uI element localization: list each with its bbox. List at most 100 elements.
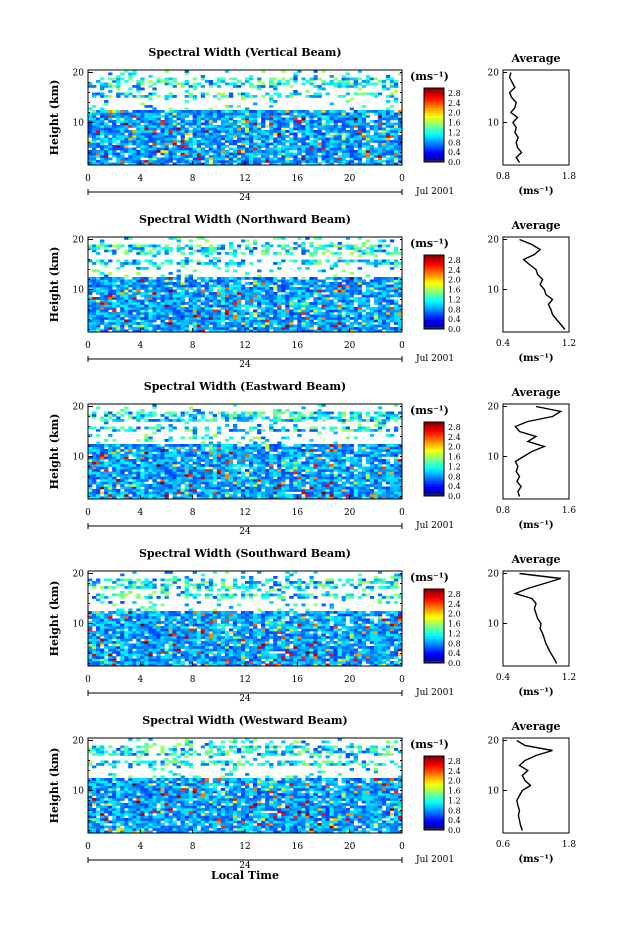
heatmap-cell xyxy=(156,469,161,472)
heatmap-cell xyxy=(92,481,97,485)
heatmap-cell xyxy=(216,252,222,255)
heatmap-cell xyxy=(245,312,250,315)
heatmap-cell xyxy=(92,307,97,310)
heatmap-cell xyxy=(164,277,169,280)
heatmap-cell xyxy=(184,112,189,116)
heatmap-cell xyxy=(345,279,350,283)
heatmap-cell xyxy=(144,267,149,270)
heatmap-cell xyxy=(385,132,391,136)
heatmap-cell xyxy=(373,132,379,136)
heatmap-cell xyxy=(277,120,282,123)
heatmap-cell xyxy=(389,496,395,500)
heatmap-cell xyxy=(136,137,141,141)
heatmap-cell xyxy=(204,284,210,288)
heatmap-cell xyxy=(249,496,254,500)
heatmap-cell xyxy=(232,115,238,118)
colorbar-segment xyxy=(424,97,444,101)
heatmap-cell xyxy=(269,97,274,101)
heatmap-cell xyxy=(289,155,294,158)
heatmap-cell xyxy=(381,282,387,285)
heatmap-cell xyxy=(100,471,105,475)
heatmap-cell xyxy=(96,80,101,83)
heatmap-cell xyxy=(245,132,250,136)
heatmap-cell xyxy=(132,466,137,470)
heatmap-cell xyxy=(245,127,250,131)
heatmap-cell xyxy=(321,244,326,248)
heatmap-cell xyxy=(152,304,157,308)
heatmap-cell xyxy=(148,122,153,126)
heatmap-cell xyxy=(200,329,206,333)
heatmap-cell xyxy=(224,160,230,163)
heatmap-cell xyxy=(116,304,121,308)
heatmap-cell xyxy=(168,147,173,151)
heatmap-cell xyxy=(124,481,129,485)
heatmap-cell xyxy=(180,82,185,86)
heatmap-cell xyxy=(96,299,101,303)
heatmap-cell xyxy=(152,87,157,91)
heatmap-cell xyxy=(357,287,363,290)
heatmap-cell xyxy=(361,120,367,123)
heatmap-cell xyxy=(273,110,278,113)
heatmap-cell xyxy=(140,102,145,106)
heatmap-cell xyxy=(88,489,93,492)
heatmap-cell xyxy=(144,135,149,138)
heatmap-cell xyxy=(285,297,290,300)
heatmap-cell xyxy=(393,252,399,255)
heatmap-cell xyxy=(249,299,254,303)
heatmap-cell xyxy=(132,244,137,248)
heatmap-cell xyxy=(301,484,306,487)
heatmap-cell xyxy=(104,249,109,253)
heatmap-cell xyxy=(200,324,206,328)
heatmap-cell xyxy=(220,95,226,98)
colorbar-segment xyxy=(424,274,444,278)
heatmap-cell xyxy=(249,474,254,477)
heatmap-cell xyxy=(333,127,338,131)
heatmap-cell xyxy=(305,147,310,151)
heatmap-cell xyxy=(249,277,254,280)
heatmap-cell xyxy=(96,277,101,280)
heatmap-cell xyxy=(108,110,113,113)
heatmap-cell xyxy=(216,117,222,121)
heatmap-cell xyxy=(397,466,403,470)
heatmap-cell xyxy=(349,125,354,128)
heatmap-cell xyxy=(261,471,266,475)
heatmap-cell xyxy=(289,277,294,280)
heatmap-cell xyxy=(156,252,161,255)
heatmap-cell xyxy=(301,469,306,472)
heatmap-cell xyxy=(136,267,141,270)
heatmap-cell xyxy=(361,317,367,320)
heatmap-cell xyxy=(361,491,367,495)
heatmap-cell xyxy=(261,150,266,153)
heatmap-cell xyxy=(261,327,266,330)
heatmap-cell xyxy=(92,122,97,126)
heatmap-cell xyxy=(321,307,326,310)
heatmap-cell xyxy=(236,319,242,323)
heatmap-cell xyxy=(389,160,395,163)
heatmap-cell xyxy=(208,471,214,475)
heatmap-cell xyxy=(136,464,141,467)
heatmap-cell xyxy=(321,297,326,300)
heatmap-cell xyxy=(345,324,350,328)
heatmap-cell xyxy=(385,317,391,320)
heatmap-cell xyxy=(224,481,230,485)
heatmap-cell xyxy=(261,319,266,323)
heatmap-cell xyxy=(265,294,270,298)
heatmap-cell xyxy=(116,132,121,136)
heatmap-cell xyxy=(168,107,173,111)
heatmap-cell xyxy=(305,262,310,265)
heatmap-cell xyxy=(361,122,367,126)
heatmap-cell xyxy=(152,294,157,298)
heatmap-cell xyxy=(337,82,342,86)
heatmap-cell xyxy=(188,486,193,490)
heatmap-cell xyxy=(321,150,326,153)
heatmap-cell xyxy=(249,122,254,126)
heatmap-cell xyxy=(212,257,218,260)
heatmap-cell xyxy=(100,466,105,470)
heatmap-cell xyxy=(377,297,383,300)
heatmap-cell xyxy=(184,289,189,293)
heatmap-cell xyxy=(228,127,234,131)
heatmap-cell xyxy=(168,95,173,98)
heatmap-cell xyxy=(293,481,298,485)
heatmap-cell xyxy=(285,302,290,305)
heatmap-cell xyxy=(273,127,278,131)
